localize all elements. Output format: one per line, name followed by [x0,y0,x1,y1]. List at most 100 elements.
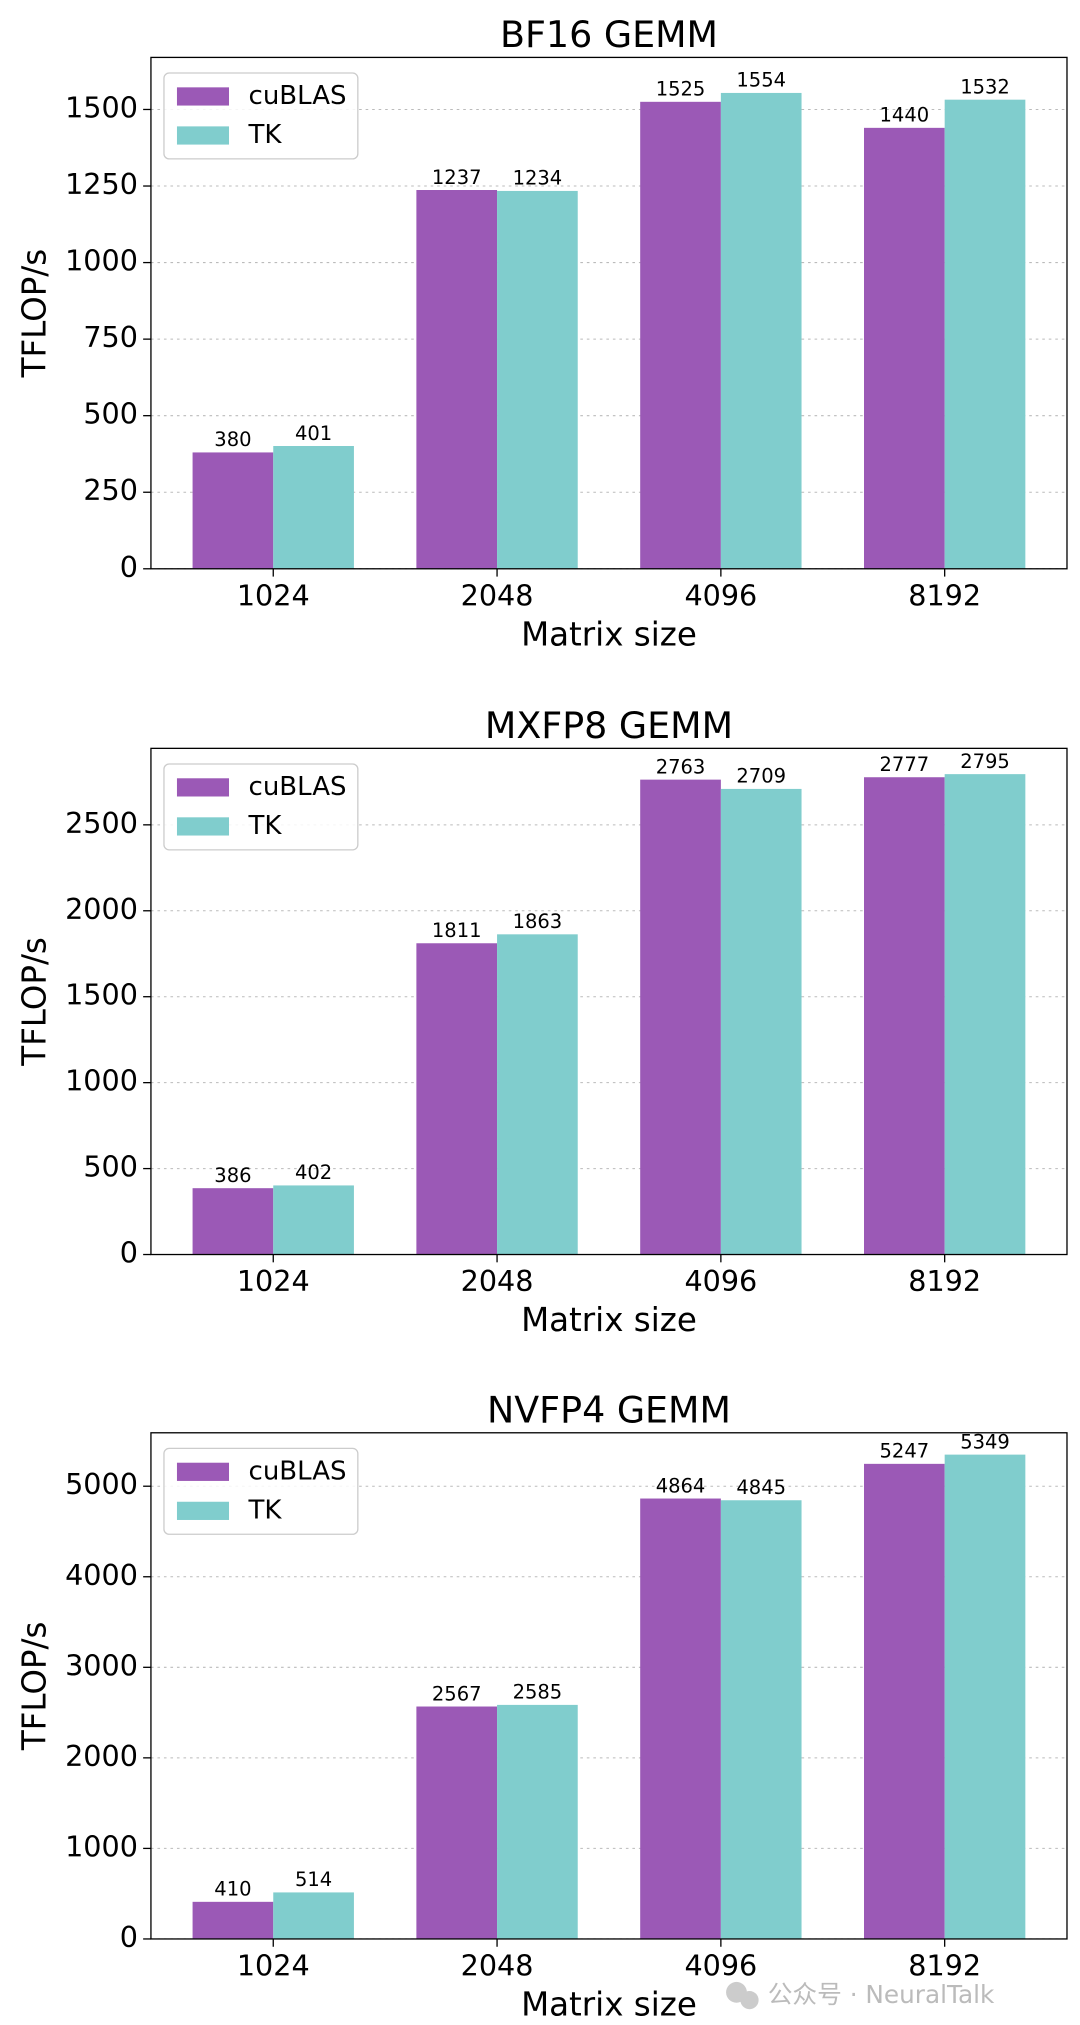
y-tick-label: 500 [83,397,138,431]
x-tick-label: 8192 [908,1264,981,1298]
y-tick-label: 1000 [65,1829,138,1863]
bar [944,99,1026,569]
chart-panel: MXFP8 GEMM 0 500 1000 1500 2000 2500 1024 386 402… [15,704,1068,1339]
bar [192,452,274,569]
value-label: 2777 [880,753,930,776]
y-tick-label: 3000 [65,1648,138,1682]
y-axis-label: TFLOP/s [15,937,53,1067]
y-axis-label: TFLOP/s [15,1622,53,1752]
chart-title: NVFP4 GEMM [487,1388,731,1431]
x-tick-label: 4096 [684,1949,757,1983]
bar [192,1188,274,1255]
x-tick-label: 4096 [684,578,757,612]
chart-panel: BF16 GEMM 0 250 500 750 1000 1250 1500 1024 380 40… [15,13,1068,653]
value-label: 2709 [736,765,786,788]
bar [864,777,945,1255]
legend-label: TK [248,120,283,150]
value-label: 386 [214,1164,251,1187]
y-tick-label: 1500 [65,978,138,1012]
value-label: 2567 [432,1682,482,1705]
value-label: 1554 [736,69,786,92]
value-label: 1863 [513,910,563,933]
bar [416,190,498,569]
watermark-text: 公众号 · NeuralTalk [768,1980,995,2009]
y-tick-label: 4000 [65,1558,138,1592]
y-axis-label: TFLOP/s [15,249,53,379]
legend-label: TK [248,811,283,841]
y-tick-label: 1500 [65,90,138,124]
y-tick-label: 2000 [65,892,138,926]
x-tick-label: 1024 [237,1949,310,1983]
bar [416,943,498,1255]
legend-swatch [176,1462,230,1481]
y-tick-label: 1000 [65,244,138,278]
bar [864,1463,945,1939]
bar [720,1500,802,1939]
x-axis-label: Matrix size [521,1986,697,2024]
value-label: 1237 [432,166,482,189]
bar [944,1454,1026,1939]
plot-frame [150,1432,1068,1940]
x-axis-label: Matrix size [521,1301,697,1339]
bar [720,92,802,569]
value-label: 1532 [960,75,1010,98]
bar [944,774,1026,1255]
x-tick-label: 4096 [684,1264,757,1298]
watermark: 公众号 · NeuralTalk [726,1980,995,2010]
legend-label: cuBLAS [249,772,347,802]
bar [640,779,721,1255]
value-label: 5247 [880,1440,930,1463]
y-tick-label: 5000 [65,1467,138,1501]
bar [416,1706,498,1939]
y-tick-label: 0 [120,1920,138,1954]
plot-frame [150,56,1068,570]
value-label: 1811 [432,919,482,942]
bar [273,445,354,569]
value-label: 1440 [880,104,930,127]
value-label: 1234 [513,167,563,190]
y-tick-label: 2500 [65,806,138,840]
x-tick-label: 8192 [908,1949,981,1983]
value-label: 380 [214,428,251,451]
y-tick-label: 250 [83,473,138,507]
value-label: 402 [295,1161,332,1184]
legend-swatch [176,126,230,145]
x-tick-label: 2048 [461,1264,534,1298]
value-label: 2585 [513,1681,563,1704]
value-label: 1525 [656,78,706,101]
legend-swatch [176,87,230,106]
value-label: 401 [295,422,332,445]
bar [273,1892,354,1939]
legend-swatch [176,817,230,836]
plot-frame [150,747,1068,1256]
y-tick-label: 1000 [65,1064,138,1098]
x-tick-label: 2048 [461,1949,534,1983]
bar [497,190,578,569]
y-tick-label: 750 [83,320,138,354]
legend-label: cuBLAS [249,1456,347,1486]
bar [864,127,945,569]
x-axis-label: Matrix size [521,615,697,653]
bar [497,934,578,1255]
value-label: 410 [214,1878,251,1901]
legend-label: cuBLAS [249,81,347,111]
y-tick-label: 500 [83,1150,138,1184]
chart-panel: NVFP4 GEMM 0 1000 2000 3000 4000 5000 1024 410 51… [15,1388,1068,2024]
value-label: 514 [295,1868,332,1891]
y-tick-label: 2000 [65,1739,138,1773]
legend-label: TK [248,1495,283,1525]
value-label: 5349 [960,1430,1010,1453]
legend-swatch [176,1501,230,1520]
chart-title: BF16 GEMM [500,13,718,56]
x-tick-label: 2048 [461,578,534,612]
bar [192,1901,274,1939]
value-label: 2763 [656,755,706,778]
bar [497,1704,578,1939]
legend-swatch [176,778,230,797]
value-label: 4864 [656,1474,706,1497]
bar [273,1185,354,1255]
value-label: 2795 [960,750,1010,773]
y-tick-label: 1250 [65,167,138,201]
